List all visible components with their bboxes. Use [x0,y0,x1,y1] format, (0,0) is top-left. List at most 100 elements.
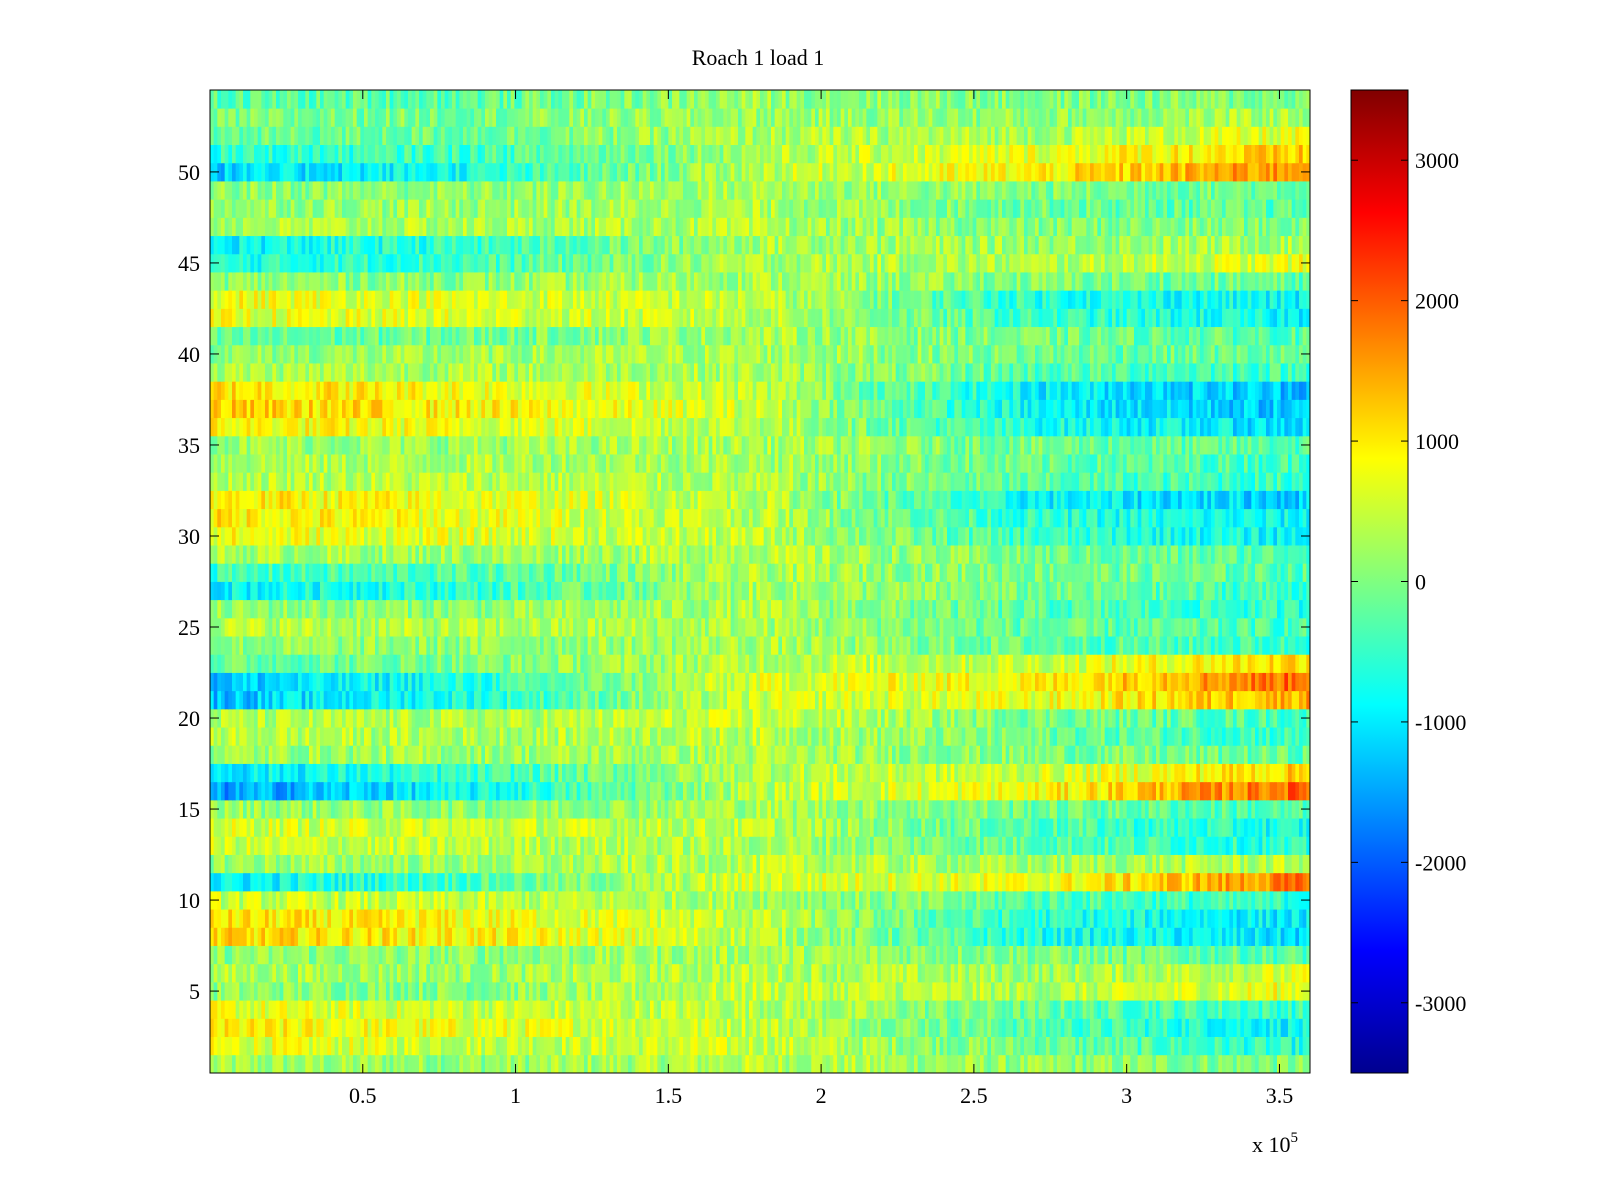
heatmap-cell [899,1018,904,1037]
heatmap-cell [628,872,633,892]
heatmap-cell [950,872,955,892]
heatmap-cell [763,1054,768,1073]
heatmap-cell [899,799,904,819]
heatmap-cell [778,763,783,783]
heatmap-cell [705,872,710,892]
heatmap-cell [397,763,402,783]
heatmap-cell [1042,799,1047,819]
heatmap-cell [587,945,592,965]
heatmap-cell [1280,872,1285,892]
heatmap-cell [430,981,435,1001]
heatmap-cell [1240,781,1245,801]
heatmap-cell [1064,963,1069,983]
heatmap-cell [734,1000,739,1019]
heatmap-cell [642,945,647,965]
heatmap-cell [580,799,585,819]
heatmap-cell [914,836,919,855]
heatmap-cell [1218,854,1223,874]
heatmap-cell [301,1018,306,1037]
heatmap-cell [1086,927,1091,946]
heatmap-cell [1049,927,1054,946]
heatmap-cell [290,1000,295,1019]
heatmap-cell [855,1000,860,1019]
heatmap-cell [705,818,710,837]
heatmap-cell [279,945,284,965]
heatmap-cell [921,836,926,855]
heatmap-cell [364,781,369,801]
heatmap-cell [661,854,666,874]
heatmap-cell [584,799,589,819]
heatmap-cell [287,763,292,783]
heatmap-cell [892,1018,897,1037]
heatmap-cell [888,799,893,819]
heatmap-cell [1042,963,1047,983]
heatmap-cell [1247,927,1252,946]
heatmap-cell [521,1036,526,1056]
heatmap-cell [551,1054,556,1073]
heatmap-cell [584,890,589,910]
heatmap-cell [243,963,248,983]
heatmap-cell [331,818,336,837]
heatmap-cell [1148,854,1153,874]
heatmap-cell [488,890,493,910]
heatmap-cell [595,1018,600,1037]
heatmap-cell [668,1000,673,1019]
heatmap-cell [1255,890,1260,910]
heatmap-cell [1141,927,1146,946]
heatmap-cell [246,763,251,783]
heatmap-cell [1163,927,1168,946]
heatmap-cell [591,1000,596,1019]
heatmap-cell [459,1000,464,1019]
heatmap-cell [822,854,827,874]
heatmap-cell [382,945,387,965]
heatmap-cell [1115,963,1120,983]
heatmap-cell [1247,1018,1252,1037]
heatmap-cell [481,1000,486,1019]
heatmap-cell [950,927,955,946]
heatmap-cell [972,781,977,801]
heatmap-cell [312,1018,317,1037]
heatmap-cell [921,963,926,983]
heatmap-cell [873,854,878,874]
heatmap-cell [1203,1000,1208,1019]
heatmap-cell [595,763,600,783]
heatmap-cell [921,1018,926,1037]
heatmap-cell [606,963,611,983]
heatmap-cell [397,909,402,928]
heatmap-cell [441,854,446,874]
heatmap-cell [1071,890,1076,910]
heatmap-cell [1112,981,1117,1001]
heatmap-cell [895,1036,900,1056]
heatmap-cell [1134,1000,1139,1019]
heatmap-cell [837,1054,842,1073]
heatmap-cell [840,1036,845,1056]
heatmap-cell [672,872,677,892]
heatmap-cell [1174,945,1179,965]
heatmap-cell [217,1018,222,1037]
heatmap-cell [840,945,845,965]
heatmap-cell [980,1036,985,1056]
heatmap-cell [547,890,552,910]
heatmap-cell [573,763,578,783]
heatmap-cell [771,836,776,855]
heatmap-cell [265,818,270,837]
heatmap-cell [488,818,493,837]
heatmap-cell [1093,1000,1098,1019]
heatmap-cell [1218,836,1223,855]
heatmap-cell [327,854,332,874]
heatmap-cell [1005,963,1010,983]
heatmap-cell [800,836,805,855]
heatmap-cell [1119,818,1124,837]
heatmap-cell [837,1036,842,1056]
heatmap-cell [433,981,438,1001]
heatmap-cell [1075,1036,1080,1056]
heatmap-cell [411,981,416,1001]
heatmap-cell [1082,854,1087,874]
heatmap-cell [393,890,398,910]
heatmap-cell [793,981,798,1001]
heatmap-cell [1269,1054,1274,1073]
heatmap-cell [503,781,508,801]
heatmap-cell [785,818,790,837]
heatmap-cell [459,1018,464,1037]
heatmap-cell [1137,963,1142,983]
